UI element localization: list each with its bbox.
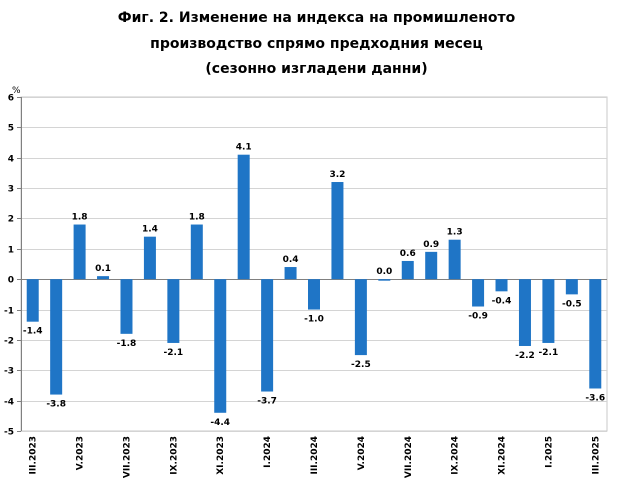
data-label: 1.8 xyxy=(189,213,205,223)
bar xyxy=(308,279,320,310)
data-label: -3.8 xyxy=(46,400,66,410)
data-label: -1.0 xyxy=(304,315,324,325)
data-label: -2.1 xyxy=(539,348,559,358)
data-label: 0.6 xyxy=(400,249,416,259)
bar xyxy=(401,260,414,280)
x-tick-label: III.2025 xyxy=(591,436,601,475)
data-label: -0.4 xyxy=(492,296,512,306)
y-axis-unit-label: % xyxy=(12,86,21,96)
bars xyxy=(26,154,602,413)
data-label: -0.5 xyxy=(562,299,582,309)
bar xyxy=(167,279,180,343)
bar xyxy=(143,236,156,280)
x-tick-label: VII.2024 xyxy=(404,436,414,478)
bar xyxy=(120,279,133,334)
data-label: 4.1 xyxy=(236,143,252,153)
y-tick-label: 1 xyxy=(8,246,14,256)
x-tick-label: III.2024 xyxy=(310,436,320,475)
y-tick-label: -4 xyxy=(4,398,14,408)
data-label: 0.1 xyxy=(95,264,111,274)
bar xyxy=(589,279,602,389)
bar xyxy=(425,251,438,280)
y-tick-label: 5 xyxy=(8,124,14,134)
y-tick-label: 4 xyxy=(8,155,14,165)
chart-title-line-1: Фиг. 2. Изменение на индекса на промишле… xyxy=(117,10,516,26)
data-label: 0.9 xyxy=(423,240,439,250)
chart-title-line-2: производство спрямо предходния месец xyxy=(150,35,483,52)
x-tick-label: I.2025 xyxy=(544,436,554,468)
x-tick-labels: III.2023 V.2023 VII.2023 IX.2023 XI.2023 I.20… xyxy=(29,436,602,478)
x-tick-label: V.2024 xyxy=(357,436,367,470)
x-tick-label: I.2024 xyxy=(263,436,273,468)
data-label: 0.0 xyxy=(376,267,392,277)
bar xyxy=(472,279,485,307)
y-tick-label: 2 xyxy=(8,215,14,225)
bar xyxy=(518,279,531,346)
bar xyxy=(542,279,555,343)
x-tick-label: V.2023 xyxy=(76,436,86,470)
bar xyxy=(214,279,227,413)
data-label: 1.3 xyxy=(447,228,463,238)
data-label: -2.2 xyxy=(515,351,535,361)
data-label: -1.4 xyxy=(23,327,43,337)
bar xyxy=(331,182,344,280)
x-tick-label: XI.2024 xyxy=(498,436,508,475)
bar xyxy=(378,279,391,281)
bar xyxy=(261,279,274,392)
data-label: -3.7 xyxy=(257,397,277,407)
y-tick-label: 3 xyxy=(8,185,14,195)
data-label: 0.4 xyxy=(283,255,299,265)
bar xyxy=(50,279,63,395)
x-tick-label: III.2023 xyxy=(29,436,39,475)
data-label: -0.9 xyxy=(468,312,488,322)
bar xyxy=(190,224,203,280)
y-tick-label: -2 xyxy=(4,337,14,347)
x-tick-label: IX.2024 xyxy=(451,436,461,475)
y-tick-label: -5 xyxy=(4,428,14,438)
y-tick-labels: 6 5 4 3 2 1 0 -1 -2 -3 -4 -5 xyxy=(4,94,14,438)
y-tick-label: -3 xyxy=(4,367,14,377)
y-tick-label: 6 xyxy=(8,94,14,104)
data-label: -2.1 xyxy=(164,348,184,358)
chart-title: Фиг. 2. Изменение на индекса на промишле… xyxy=(0,6,633,83)
bar xyxy=(97,276,110,280)
data-labels: -1.4 -3.8 1.8 0.1 -1.8 1.4 -2.1 1.8 -4.4 4.1 -3.7 0… xyxy=(23,143,605,428)
y-tick-label: -1 xyxy=(4,307,14,317)
bar xyxy=(495,279,508,292)
chart-title-line-3: (сезонно изгладени данни) xyxy=(205,61,428,77)
data-label: -2.5 xyxy=(351,360,371,370)
x-tick-label: IX.2023 xyxy=(169,436,179,475)
data-label: 1.8 xyxy=(72,213,88,223)
bar xyxy=(448,239,461,280)
bar xyxy=(26,279,39,322)
data-label: -4.4 xyxy=(210,418,230,428)
data-label: 3.2 xyxy=(329,170,345,180)
bar xyxy=(354,279,367,356)
bar xyxy=(565,279,578,295)
bar xyxy=(237,154,250,280)
y-tick-label: 0 xyxy=(8,276,14,286)
data-label: 1.4 xyxy=(142,225,158,235)
bar xyxy=(73,224,86,280)
bar xyxy=(284,267,297,280)
x-tick-label: VII.2023 xyxy=(122,436,132,478)
data-label: -3.6 xyxy=(585,393,605,403)
data-label: -1.8 xyxy=(117,339,137,349)
x-tick-label: XI.2023 xyxy=(216,436,226,475)
